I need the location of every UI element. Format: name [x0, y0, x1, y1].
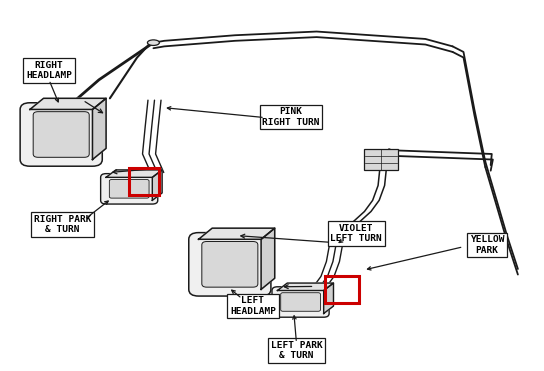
FancyBboxPatch shape: [281, 293, 320, 311]
Polygon shape: [324, 283, 333, 313]
Text: RIGHT PARK
& TURN: RIGHT PARK & TURN: [34, 215, 91, 234]
Text: LEFT
HEADLAMP: LEFT HEADLAMP: [230, 296, 276, 316]
Text: YELLOW
PARK: YELLOW PARK: [469, 235, 504, 255]
Ellipse shape: [147, 40, 159, 46]
Polygon shape: [199, 228, 275, 239]
Text: VIOLET
LEFT TURN: VIOLET LEFT TURN: [330, 224, 382, 243]
FancyBboxPatch shape: [272, 287, 329, 317]
FancyBboxPatch shape: [33, 112, 89, 157]
FancyBboxPatch shape: [109, 180, 149, 198]
Text: PINK
RIGHT TURN: PINK RIGHT TURN: [262, 107, 320, 127]
FancyBboxPatch shape: [189, 233, 271, 296]
Polygon shape: [92, 98, 106, 160]
Polygon shape: [261, 228, 275, 289]
FancyBboxPatch shape: [364, 149, 398, 171]
Polygon shape: [277, 283, 333, 290]
Polygon shape: [106, 170, 162, 177]
Bar: [129, 168, 159, 195]
FancyBboxPatch shape: [101, 174, 158, 204]
Bar: [325, 276, 359, 303]
Polygon shape: [152, 170, 162, 200]
Text: RIGHT
HEADLAMP: RIGHT HEADLAMP: [26, 61, 72, 80]
FancyBboxPatch shape: [202, 242, 258, 287]
Polygon shape: [30, 98, 106, 109]
Text: LEFT PARK
& TURN: LEFT PARK & TURN: [270, 341, 323, 360]
FancyBboxPatch shape: [20, 103, 102, 166]
